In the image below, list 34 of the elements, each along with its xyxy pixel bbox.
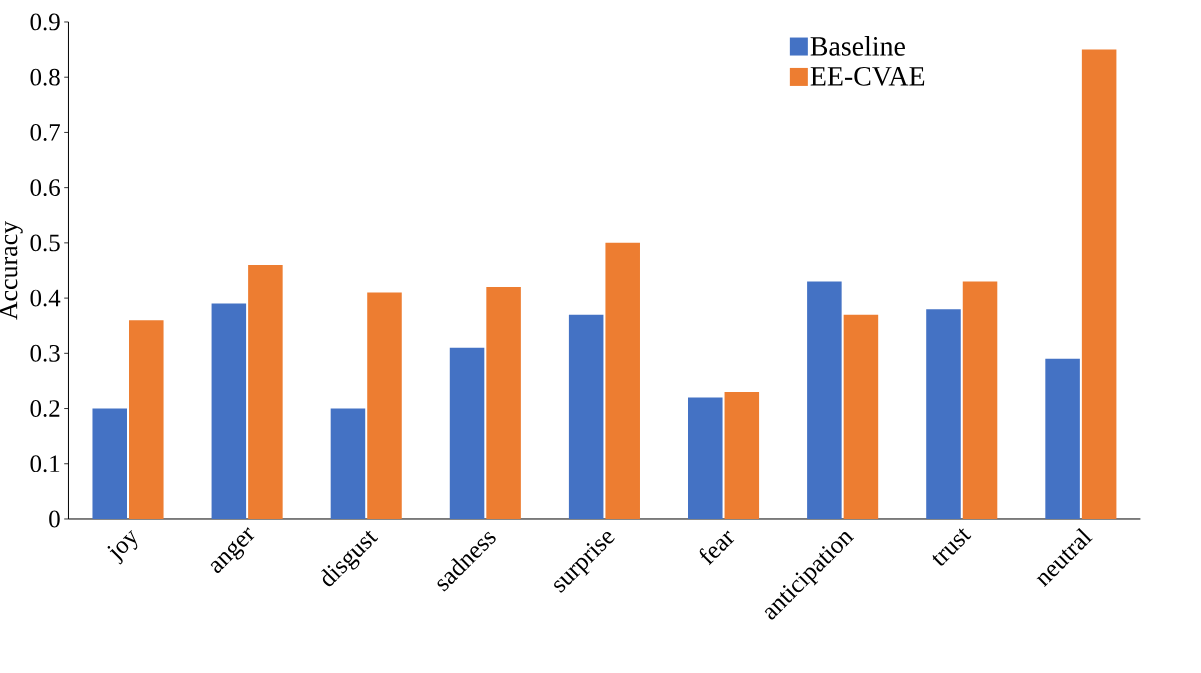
bar [807, 281, 842, 519]
y-tick-label: 0.6 [30, 179, 60, 197]
bar [1081, 49, 1117, 519]
bar [926, 309, 961, 519]
bar [1045, 358, 1080, 519]
x-tick-label: joy [107, 529, 138, 565]
y-tick-label: 0.5 [30, 234, 60, 252]
bar [962, 281, 998, 519]
y-tick-label: 0.4 [30, 289, 61, 307]
y-tick-label: 0.3 [30, 344, 60, 362]
bar [843, 314, 879, 519]
bar [211, 303, 247, 519]
bar [688, 397, 723, 519]
y-tick-label: 0.7 [30, 123, 60, 141]
y-axis-title: Accuracy [0, 220, 23, 320]
bar [568, 314, 604, 519]
x-tick-label: fear [699, 530, 735, 566]
legend-label: Baseline [810, 36, 905, 56]
bar [486, 287, 521, 519]
bar [92, 408, 128, 519]
x-tick-label: trust [932, 528, 972, 566]
bar [724, 391, 760, 519]
y-tick-label: 0.2 [30, 400, 60, 418]
bar [129, 320, 164, 519]
bar [330, 408, 366, 519]
bar [248, 264, 283, 519]
bar [449, 347, 485, 519]
y-tick-label: 0 [49, 510, 60, 528]
y-tick-label: 0.9 [30, 13, 60, 31]
bar [367, 292, 402, 519]
y-tick-label: 0.8 [30, 68, 60, 86]
y-tick-label: 0.1 [30, 455, 60, 473]
legend-label: EE-CVAE [810, 66, 925, 86]
bar [605, 242, 640, 519]
